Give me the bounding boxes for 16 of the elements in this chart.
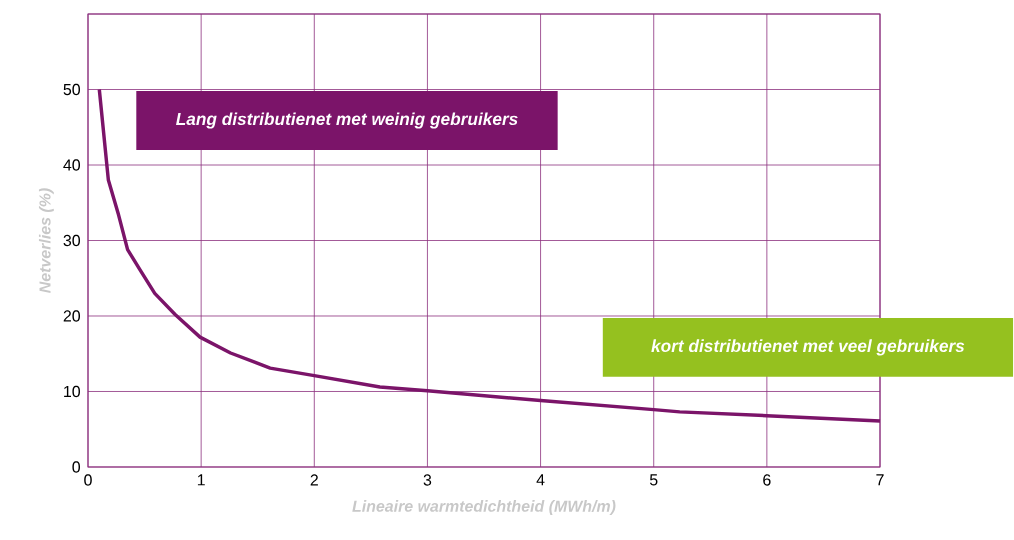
y-tick-label: 40 [63,159,81,171]
x-tick-label: 5 [649,474,658,486]
x-tick-label: 1 [197,474,205,486]
x-tick-label: 7 [876,474,884,486]
y-tick-label: 10 [64,385,81,398]
y-tick-label: 30 [63,234,81,247]
x-tick-label: 6 [763,474,771,486]
x-tick-label: 0 [84,474,92,486]
y-tick-label: 50 [63,83,81,96]
annotation: kort distributienet met veel gebruikers [651,339,965,356]
x-tick-label: 3 [423,474,432,486]
x-tick-label: 4 [536,474,545,486]
x-tick-label: 2 [310,474,318,486]
annotation: Lang distributienet met weinig gebruikers [176,112,518,129]
y-tick-label: 20 [63,310,81,322]
y-tick-label: 0 [72,461,81,473]
